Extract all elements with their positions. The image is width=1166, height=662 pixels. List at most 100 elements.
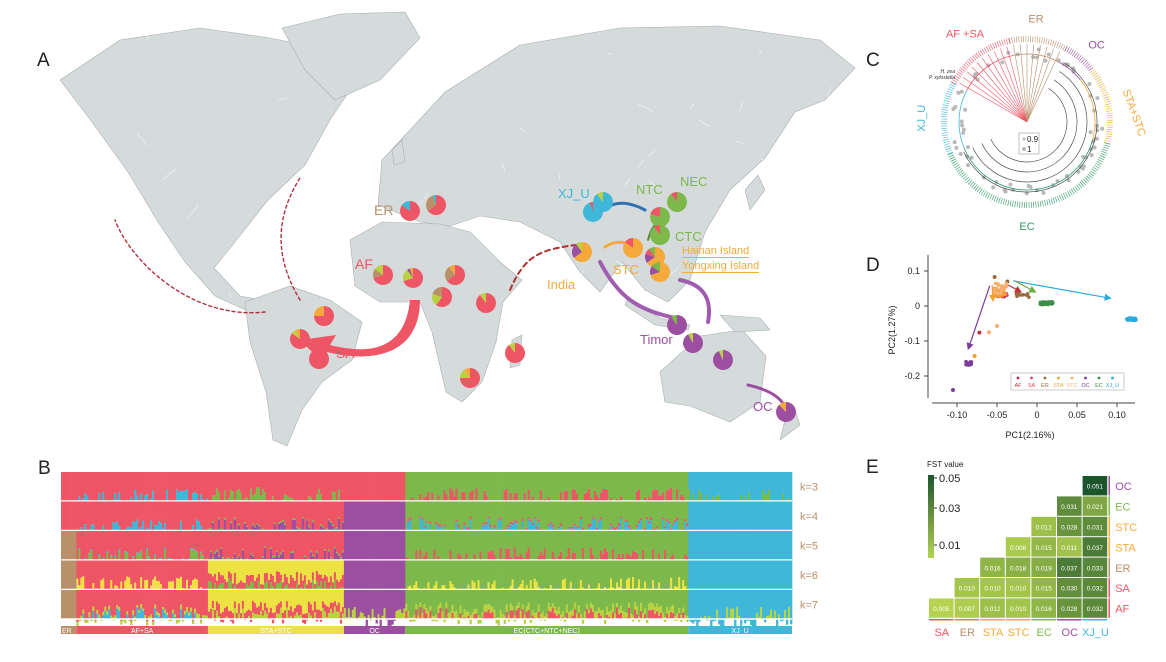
legend-marker	[1097, 376, 1101, 380]
ancestry-bar	[343, 560, 347, 590]
ancestry-bar	[535, 501, 539, 527]
ancestry-bar	[682, 590, 685, 608]
ancestry-bar	[487, 581, 490, 590]
ancestry-bar	[114, 585, 117, 590]
ancestry-bar	[421, 590, 424, 614]
ancestry-bar	[403, 608, 406, 619]
ancestry-bar	[251, 560, 255, 575]
ancestry-bar	[700, 501, 703, 531]
ancestry-bar	[642, 549, 645, 560]
ancestry-bar	[668, 590, 671, 611]
ancestry-bar	[355, 590, 359, 620]
ancestry-bar	[339, 579, 343, 587]
clade-label: EC	[1019, 221, 1034, 233]
tree-tip	[1043, 37, 1046, 44]
ancestry-bar	[666, 531, 669, 564]
ancestry-bar	[595, 472, 599, 495]
ancestry-bar	[784, 501, 787, 531]
ancestry-bar	[690, 472, 693, 512]
ancestry-bar	[229, 573, 233, 582]
clade-label: XJ_U	[916, 105, 928, 132]
pie-slice	[374, 265, 383, 275]
ancestry-bar	[223, 590, 227, 608]
ancestry-bar	[597, 520, 601, 522]
ancestry-bar	[605, 501, 609, 531]
ancestry-bar	[648, 521, 651, 524]
ancestry-bar	[611, 603, 615, 613]
backbone-arc	[981, 79, 1078, 173]
ancestry-bar	[579, 472, 583, 507]
ancestry-bar	[439, 526, 442, 531]
colorbar-tick-label: 0.03	[939, 503, 960, 515]
ancestry-bar	[195, 613, 199, 619]
country-border	[128, 239, 135, 247]
ancestry-bar	[100, 560, 103, 581]
ancestry-bar	[172, 613, 175, 619]
ancestry-bar	[233, 553, 237, 555]
ancestry-bar	[237, 472, 241, 489]
pie-slice	[509, 343, 515, 353]
ancestry-bar	[569, 528, 573, 531]
tree-tip	[975, 185, 980, 191]
ancestry-bar	[323, 531, 327, 550]
ancestry-bar	[76, 578, 79, 590]
pie-chart-af	[460, 368, 480, 388]
ancestry-bar	[291, 590, 295, 612]
ancestry-bar	[359, 560, 363, 590]
ancestry-bar	[229, 523, 233, 531]
support-node	[1095, 96, 1100, 101]
pie-slice	[718, 350, 723, 360]
ancestry-bar	[569, 560, 573, 582]
ancestry-bar	[738, 590, 741, 616]
ancestry-bar	[599, 501, 603, 518]
ancestry-bar	[186, 590, 189, 608]
ancestry-bar	[241, 550, 245, 560]
ancestry-bar	[547, 590, 551, 603]
ancestry-bar	[638, 579, 641, 590]
ancestry-bar	[670, 488, 673, 501]
ancestry-bar	[237, 501, 241, 524]
ancestry-bar	[307, 496, 311, 501]
ancestry-bar	[150, 501, 153, 521]
ancestry-bar	[513, 501, 516, 521]
tree-tip	[949, 84, 956, 88]
ancestry-bar	[371, 560, 374, 590]
ancestry-bar	[227, 557, 231, 560]
ancestry-bar	[487, 501, 490, 517]
ancestry-bar	[138, 472, 141, 502]
ancestry-bar	[241, 472, 245, 501]
ancestry-bar	[539, 590, 543, 615]
ancestry-bar	[417, 615, 420, 620]
ancestry-bar	[485, 560, 488, 595]
ancestry-bar	[287, 501, 291, 535]
ancestry-bar	[114, 556, 117, 560]
ancestry-bar	[573, 602, 577, 610]
tree-tip	[1100, 87, 1106, 91]
ancestry-bar	[748, 472, 751, 493]
ancestry-bar	[297, 501, 301, 529]
pie-chart-sa	[314, 306, 334, 326]
ancestry-bar	[658, 615, 661, 619]
ancestry-bar	[716, 590, 719, 610]
ancestry-bar	[607, 560, 611, 589]
ancestry-bar	[265, 572, 269, 582]
ancestry-bar	[597, 521, 601, 531]
ancestry-bar	[72, 472, 75, 501]
ancestry-bar	[317, 609, 321, 620]
ancestry-bar	[319, 581, 323, 590]
ancestry-bar	[335, 531, 339, 553]
ancestry-bar	[547, 602, 551, 611]
ancestry-bar	[156, 581, 159, 590]
ancestry-bar	[130, 621, 133, 626]
ancestry-bar	[583, 590, 587, 612]
ancestry-bar	[758, 560, 761, 590]
tree-tip	[1015, 36, 1018, 43]
tree-tip	[943, 102, 950, 105]
ancestry-bar	[369, 472, 372, 501]
ancestry-bar	[88, 617, 91, 619]
tree-tip	[973, 184, 978, 190]
ancestry-bar	[573, 501, 577, 524]
ancestry-bar	[211, 560, 215, 577]
ancestry-bar	[541, 611, 545, 618]
heatmap-cell	[954, 598, 980, 618]
